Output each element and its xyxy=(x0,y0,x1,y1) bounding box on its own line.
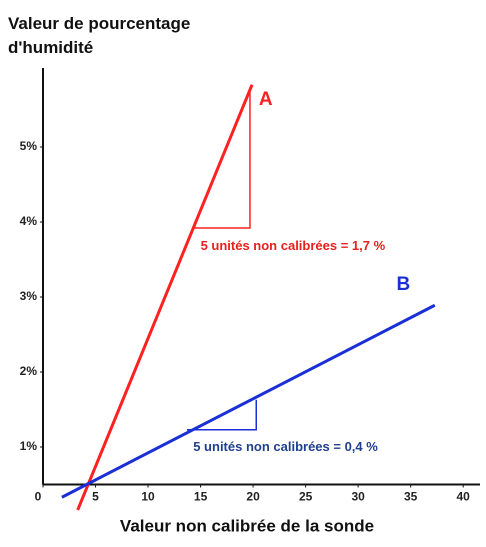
annotation: 5 unités non calibrées = 1,7 % xyxy=(201,238,386,253)
x-tick-label: 35 xyxy=(404,490,418,504)
x-tick-label: 5 xyxy=(92,490,99,504)
slope-triangle xyxy=(193,87,251,229)
series-label: B xyxy=(396,274,410,295)
annotation: 5 unités non calibrées = 0,4 % xyxy=(193,439,378,454)
y-tick-label: 5% xyxy=(20,139,38,153)
x-axis-title: Valeur non calibrée de la sonde xyxy=(120,516,374,535)
x-tick-label: 40 xyxy=(457,490,471,504)
y-tick-label: 2% xyxy=(20,364,38,378)
y-tick-label: 4% xyxy=(20,214,38,228)
y-tick-label: 1% xyxy=(20,439,38,453)
x-tick-label: 0 xyxy=(35,490,42,504)
y-axis-title: Valeur de pourcentage d'humidité xyxy=(8,14,191,57)
x-tick-label: 25 xyxy=(299,490,313,504)
slope-triangle xyxy=(186,399,257,431)
series-label: A xyxy=(259,89,273,110)
x-tick-label: 10 xyxy=(141,490,155,504)
y-tick-label: 3% xyxy=(20,289,38,303)
x-tick-label: 15 xyxy=(194,490,208,504)
data-line xyxy=(76,84,254,511)
x-tick-label: 20 xyxy=(246,490,260,504)
x-tick-label: 30 xyxy=(351,490,365,504)
data-line xyxy=(61,303,436,499)
